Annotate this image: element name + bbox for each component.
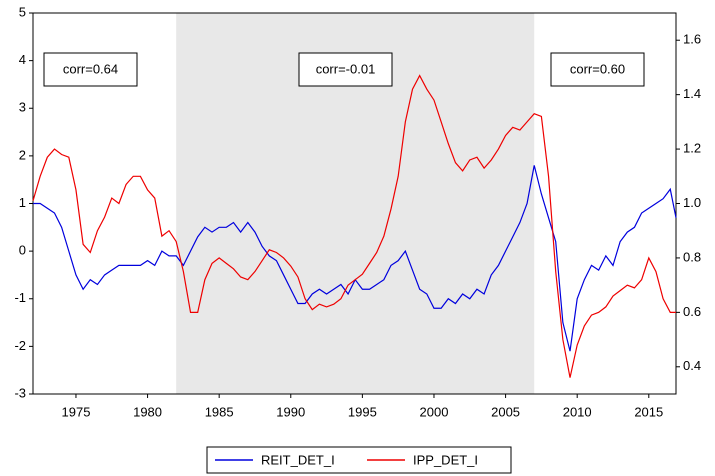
y-tick-label: -3: [14, 385, 26, 400]
y-tick-label: 1: [19, 195, 26, 210]
annotation: corr=-0.01: [316, 61, 376, 76]
x-tick-label: 1980: [133, 404, 162, 419]
x-tick-label: 1985: [205, 404, 234, 419]
annotation: corr=0.64: [63, 61, 118, 76]
y2-tick-label: 1.0: [683, 195, 701, 210]
y-tick-label: 3: [19, 100, 26, 115]
y2-tick-label: 0.8: [683, 249, 701, 264]
x-tick-label: 2015: [634, 404, 663, 419]
y2-tick-label: 0.4: [683, 358, 701, 373]
x-tick-label: 1990: [276, 404, 305, 419]
x-tick-label: 2010: [563, 404, 592, 419]
legend-box: [206, 446, 512, 474]
y2-tick-label: 1.2: [683, 141, 701, 156]
x-tick-label: 1995: [348, 404, 377, 419]
legend-label: IPP_DET_I: [413, 452, 478, 467]
annotation-box: [43, 52, 138, 87]
x-tick-label: 2005: [491, 404, 520, 419]
y2-tick-label: 1.4: [683, 86, 701, 101]
y-tick-label: 5: [19, 4, 26, 19]
y2-tick-label: 0.6: [683, 304, 701, 319]
x-tick-label: 1975: [62, 404, 91, 419]
y-tick-label: 0: [19, 243, 26, 258]
y-tick-label: -2: [14, 338, 26, 353]
y-tick-label: -1: [14, 290, 26, 305]
series-line: [32, 74, 676, 378]
annotation: corr=0.60: [570, 61, 625, 76]
y-tick-label: 4: [19, 52, 26, 67]
legend-label: REIT_DET_I: [261, 452, 335, 467]
y2-tick-label: 1.6: [683, 32, 701, 47]
annotation-box: [298, 52, 393, 87]
y-tick-label: 2: [19, 147, 26, 162]
x-tick-label: 2000: [420, 404, 449, 419]
annotation-box: [550, 52, 645, 87]
